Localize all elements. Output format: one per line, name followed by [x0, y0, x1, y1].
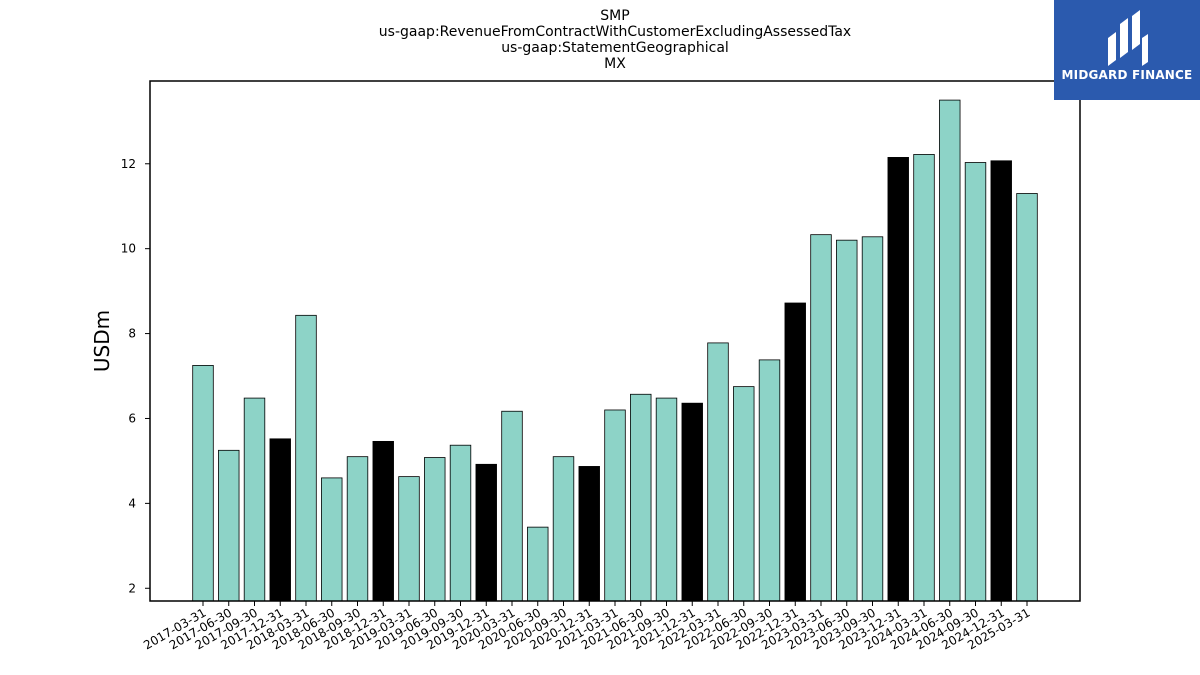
bar-2021-03-31	[604, 409, 626, 602]
bar-2020-06-30	[527, 526, 549, 602]
bar-2023-03-31	[810, 234, 832, 602]
bar-2024-12-31	[990, 160, 1012, 602]
y-tick-label: 2	[128, 581, 136, 595]
bar-2024-03-31	[913, 154, 935, 602]
bar-2017-06-30	[218, 449, 240, 602]
bar-2025-03-31	[1016, 193, 1038, 602]
plot-frame	[149, 80, 1081, 602]
bar-2021-12-31	[681, 402, 703, 602]
bar-2018-06-30	[321, 477, 343, 602]
bar-2021-06-30	[630, 393, 652, 602]
y-tick-label: 6	[128, 411, 136, 425]
bar-2024-09-30	[964, 162, 987, 602]
bar-2018-03-31	[295, 314, 317, 602]
bar-2019-06-30	[424, 457, 446, 602]
y-tick-label: 10	[121, 242, 136, 256]
bar-2024-06-30	[939, 99, 961, 602]
bar-2020-12-31	[578, 466, 600, 602]
chart-title-member: MX	[604, 56, 626, 72]
y-tick-label: 4	[128, 496, 136, 510]
bar-2017-03-31	[192, 365, 214, 602]
bar-2018-09-30	[346, 456, 369, 602]
bar-2022-03-31	[707, 342, 729, 602]
bar-2019-09-30	[449, 444, 472, 602]
bar-2022-06-30	[733, 386, 755, 602]
y-tick-label: 12	[121, 157, 136, 171]
bar-2023-06-30	[836, 239, 858, 602]
bar-2017-09-30	[243, 397, 266, 602]
midgard-logo-icon	[1108, 10, 1148, 66]
chart-title-axis: us-gaap:StatementGeographical	[501, 40, 729, 56]
logo-text: MIDGARD FINANCE	[1061, 68, 1193, 82]
midgard-finance-logo: MIDGARD FINANCE	[1054, 0, 1200, 100]
bar-2022-09-30	[758, 359, 781, 602]
y-tick-label: 8	[128, 327, 136, 341]
chart-title-ticker: SMP	[600, 8, 630, 24]
bar-2021-09-30	[655, 397, 678, 602]
bar-2019-03-31	[398, 476, 420, 602]
bar-2022-12-31	[784, 302, 806, 602]
bar-2020-03-31	[501, 410, 523, 602]
bar-2017-12-31	[269, 438, 291, 602]
y-axis-label: USDm	[90, 310, 114, 372]
chart-title-concept: us-gaap:RevenueFromContractWithCustomerE…	[378, 24, 852, 40]
bar-2019-12-31	[475, 463, 497, 602]
bar-2020-09-30	[552, 456, 575, 602]
bar-2023-12-31	[887, 157, 909, 602]
bar-2018-12-31	[372, 440, 394, 602]
bar-2023-09-30	[861, 236, 884, 602]
